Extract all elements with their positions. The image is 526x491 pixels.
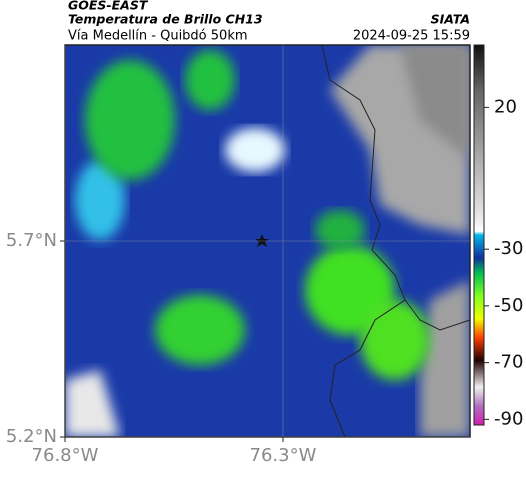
y-tick-label: 5.2°N [6,426,57,447]
colorbar-tick-label: -70 [494,352,523,373]
colorbar-tick-label: 20 [494,96,517,117]
x-tick-label: 76.8°W [32,445,99,466]
source: SIATA [431,12,470,27]
colorbar-tick-label: -30 [494,238,523,259]
timestamp: 2024-09-25 15:59 [353,29,470,44]
y-tick-label: 5.7°N [6,230,57,251]
colorbar [473,44,485,426]
location: Vía Medellín - Quibdó 50km [68,29,248,44]
colorbar-tick-label: -50 [494,295,523,316]
title: GOES-EAST [68,0,149,13]
subtitle: Temperatura de Brillo CH13 [68,12,263,27]
colorbar-tick-label: -90 [494,408,523,429]
x-tick-label: 76.3°W [250,445,317,466]
